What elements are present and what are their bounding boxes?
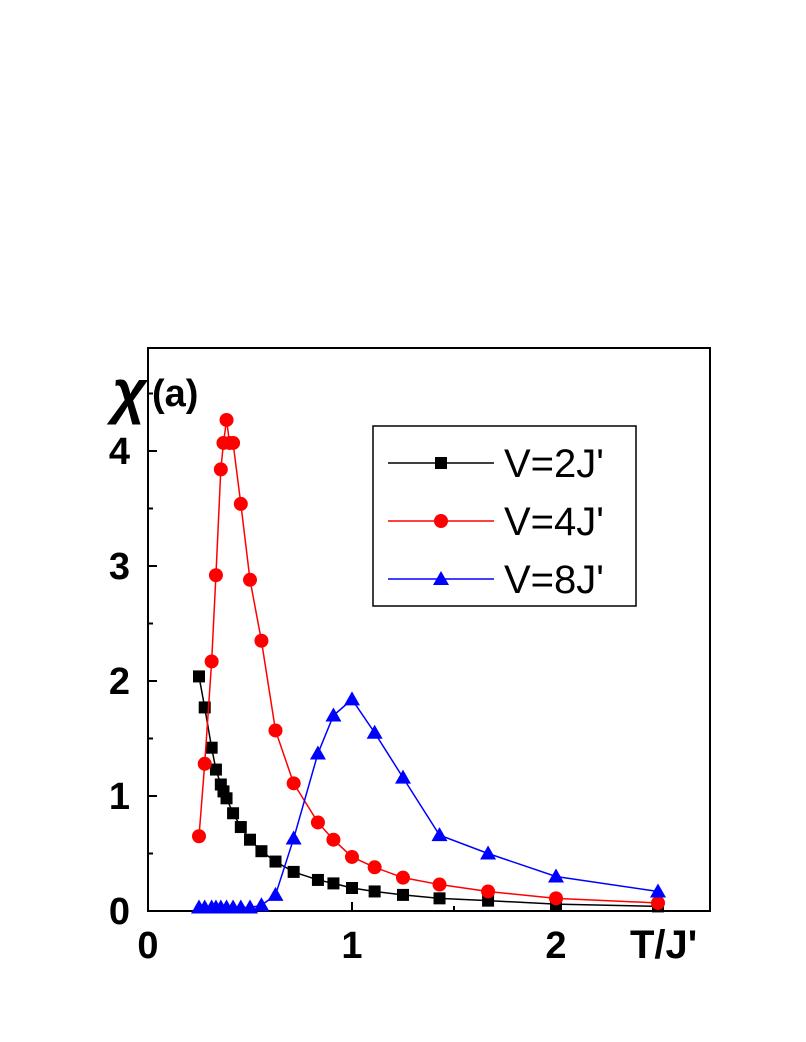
data-point (650, 883, 666, 898)
panel-label: (a) (152, 373, 198, 415)
data-point (345, 849, 359, 864)
data-point (244, 833, 256, 846)
data-point (311, 873, 324, 886)
data-point (480, 845, 497, 860)
data-point (219, 412, 234, 427)
data-point (213, 462, 228, 477)
data-point (431, 827, 448, 842)
data-point (368, 885, 381, 898)
y-axis-title: χ (106, 358, 149, 425)
legend-entry: V=4J' (388, 500, 604, 544)
data-point (287, 865, 300, 878)
data-point (234, 821, 247, 834)
data-point (204, 654, 219, 669)
data-point (269, 855, 282, 868)
legend-marker (434, 514, 448, 528)
legend-label: V=2J' (504, 442, 604, 486)
data-point (548, 868, 564, 883)
data-point (255, 845, 268, 858)
series-2 (192, 412, 665, 910)
data-point (220, 792, 233, 805)
data-point (205, 741, 218, 754)
legend-box (372, 425, 637, 607)
data-point (309, 745, 326, 760)
data-point (243, 572, 257, 587)
data-point (344, 691, 360, 706)
y-tick-label: 1 (109, 776, 130, 818)
data-point (367, 860, 382, 875)
data-point (346, 882, 358, 894)
legend-entry: V=2J' (388, 442, 604, 486)
x-tick-label: 0 (137, 925, 158, 967)
y-tick-label: 0 (109, 891, 130, 933)
data-point (242, 899, 258, 914)
legend-entry: V=8J' (388, 558, 604, 602)
data-point (481, 884, 496, 899)
x-tick-label: 1 (341, 925, 362, 967)
data-point (432, 877, 447, 892)
data-point (253, 897, 270, 912)
data-point (396, 870, 410, 885)
data-point (325, 707, 342, 722)
series-layer (191, 412, 666, 914)
data-point (254, 633, 269, 648)
x-axis-title: T/J' (630, 923, 697, 967)
legend-label: V=4J' (504, 500, 604, 544)
data-point (226, 435, 241, 450)
y-tick-label: 4 (109, 431, 130, 473)
legend-marker (435, 457, 447, 469)
data-point (395, 769, 411, 784)
y-tick-label: 3 (109, 546, 130, 588)
data-point (233, 496, 248, 511)
series-line (198, 676, 659, 908)
data-point (267, 886, 284, 901)
data-point (327, 877, 340, 890)
series-3 (191, 691, 666, 914)
series-1 (193, 670, 664, 913)
data-point (366, 724, 383, 739)
data-point (549, 891, 563, 906)
data-point (286, 776, 301, 791)
data-point (197, 756, 212, 771)
legend: V=2J' V=4J' V=8J' (372, 425, 637, 607)
data-point (268, 723, 283, 738)
data-point (192, 829, 206, 844)
legend-marker (433, 571, 449, 585)
data-point (227, 807, 240, 820)
data-point (193, 670, 205, 683)
data-point (433, 892, 446, 905)
x-tick-label: 2 (545, 925, 566, 967)
series-line (199, 698, 659, 909)
data-point (651, 895, 665, 910)
data-point (208, 568, 223, 583)
data-point (326, 832, 341, 847)
legend-label: V=8J' (504, 558, 604, 602)
tick-labels: 0 1 2 0 1 2 3 4 (109, 431, 567, 967)
data-point (397, 888, 409, 901)
plot-frame (147, 347, 711, 912)
data-point (209, 763, 222, 776)
data-point (285, 830, 302, 845)
y-tick-label: 2 (109, 661, 130, 703)
data-point (310, 815, 325, 830)
